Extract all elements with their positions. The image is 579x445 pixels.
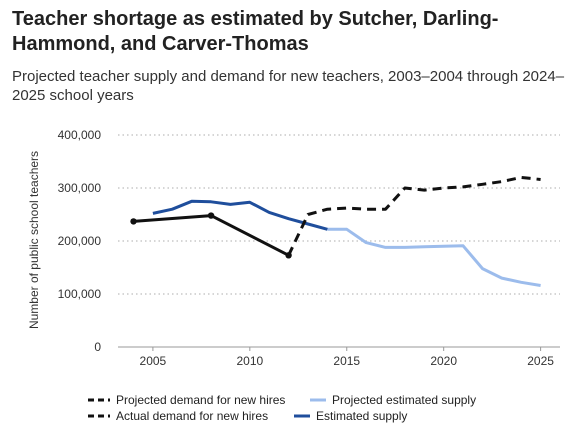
legend-label: Estimated supply (316, 409, 408, 423)
legend-swatch-dashed-black (88, 398, 110, 402)
legend-label: Actual demand for new hires (116, 409, 269, 423)
y-axis-ticks: 0 100,000 200,000 300,000 400,000 (58, 128, 102, 354)
legend-swatch-dark-blue (294, 414, 310, 418)
data-point-marker (130, 218, 137, 225)
y-axis-label: Number of public school teachers (27, 151, 41, 329)
x-tick-label: 2025 (527, 354, 554, 368)
x-tick-label: 2010 (236, 354, 263, 368)
series-line-actual-demand-for-new-hires (133, 214, 290, 257)
legend-swatch-dashed-black (88, 414, 110, 418)
series-line-projected-demand-for-new-hires (287, 175, 541, 256)
data-point-marker (207, 212, 215, 219)
legend-item-estimated-supply: Estimated supply (294, 409, 407, 423)
y-tick-label: 200,000 (58, 234, 102, 248)
legend-label: Projected estimated supply (332, 393, 477, 407)
data-point-marker (285, 252, 292, 259)
legend-label: Projected demand for new hires (116, 393, 286, 407)
chart-title: Teacher shortage as estimated by Sutcher… (12, 8, 499, 55)
y-tick-label: 100,000 (58, 287, 102, 301)
chart-subtitle: Projected teacher supply and demand for … (12, 68, 565, 104)
y-tick-label: 400,000 (58, 128, 102, 142)
series-line-projected-estimated-supply (327, 227, 541, 287)
x-tick-label: 2015 (333, 354, 360, 368)
y-tick-label: 0 (94, 340, 101, 354)
series-line-estimated-supply (152, 199, 328, 231)
x-tick-label: 2020 (430, 354, 457, 368)
x-axis-ticks: 2005 2010 2015 2020 2025 (140, 347, 554, 368)
legend-swatch-light-blue (310, 398, 326, 402)
legend-item-projected-supply: Projected estimated supply (310, 393, 476, 407)
y-tick-label: 300,000 (58, 181, 102, 195)
grid-lines (118, 134, 560, 348)
legend-item-actual-demand: Actual demand for new hires (88, 409, 268, 423)
x-tick-label: 2005 (140, 354, 167, 368)
legend-item-projected-demand: Projected demand for new hires (88, 393, 285, 407)
series-lines (130, 175, 541, 287)
